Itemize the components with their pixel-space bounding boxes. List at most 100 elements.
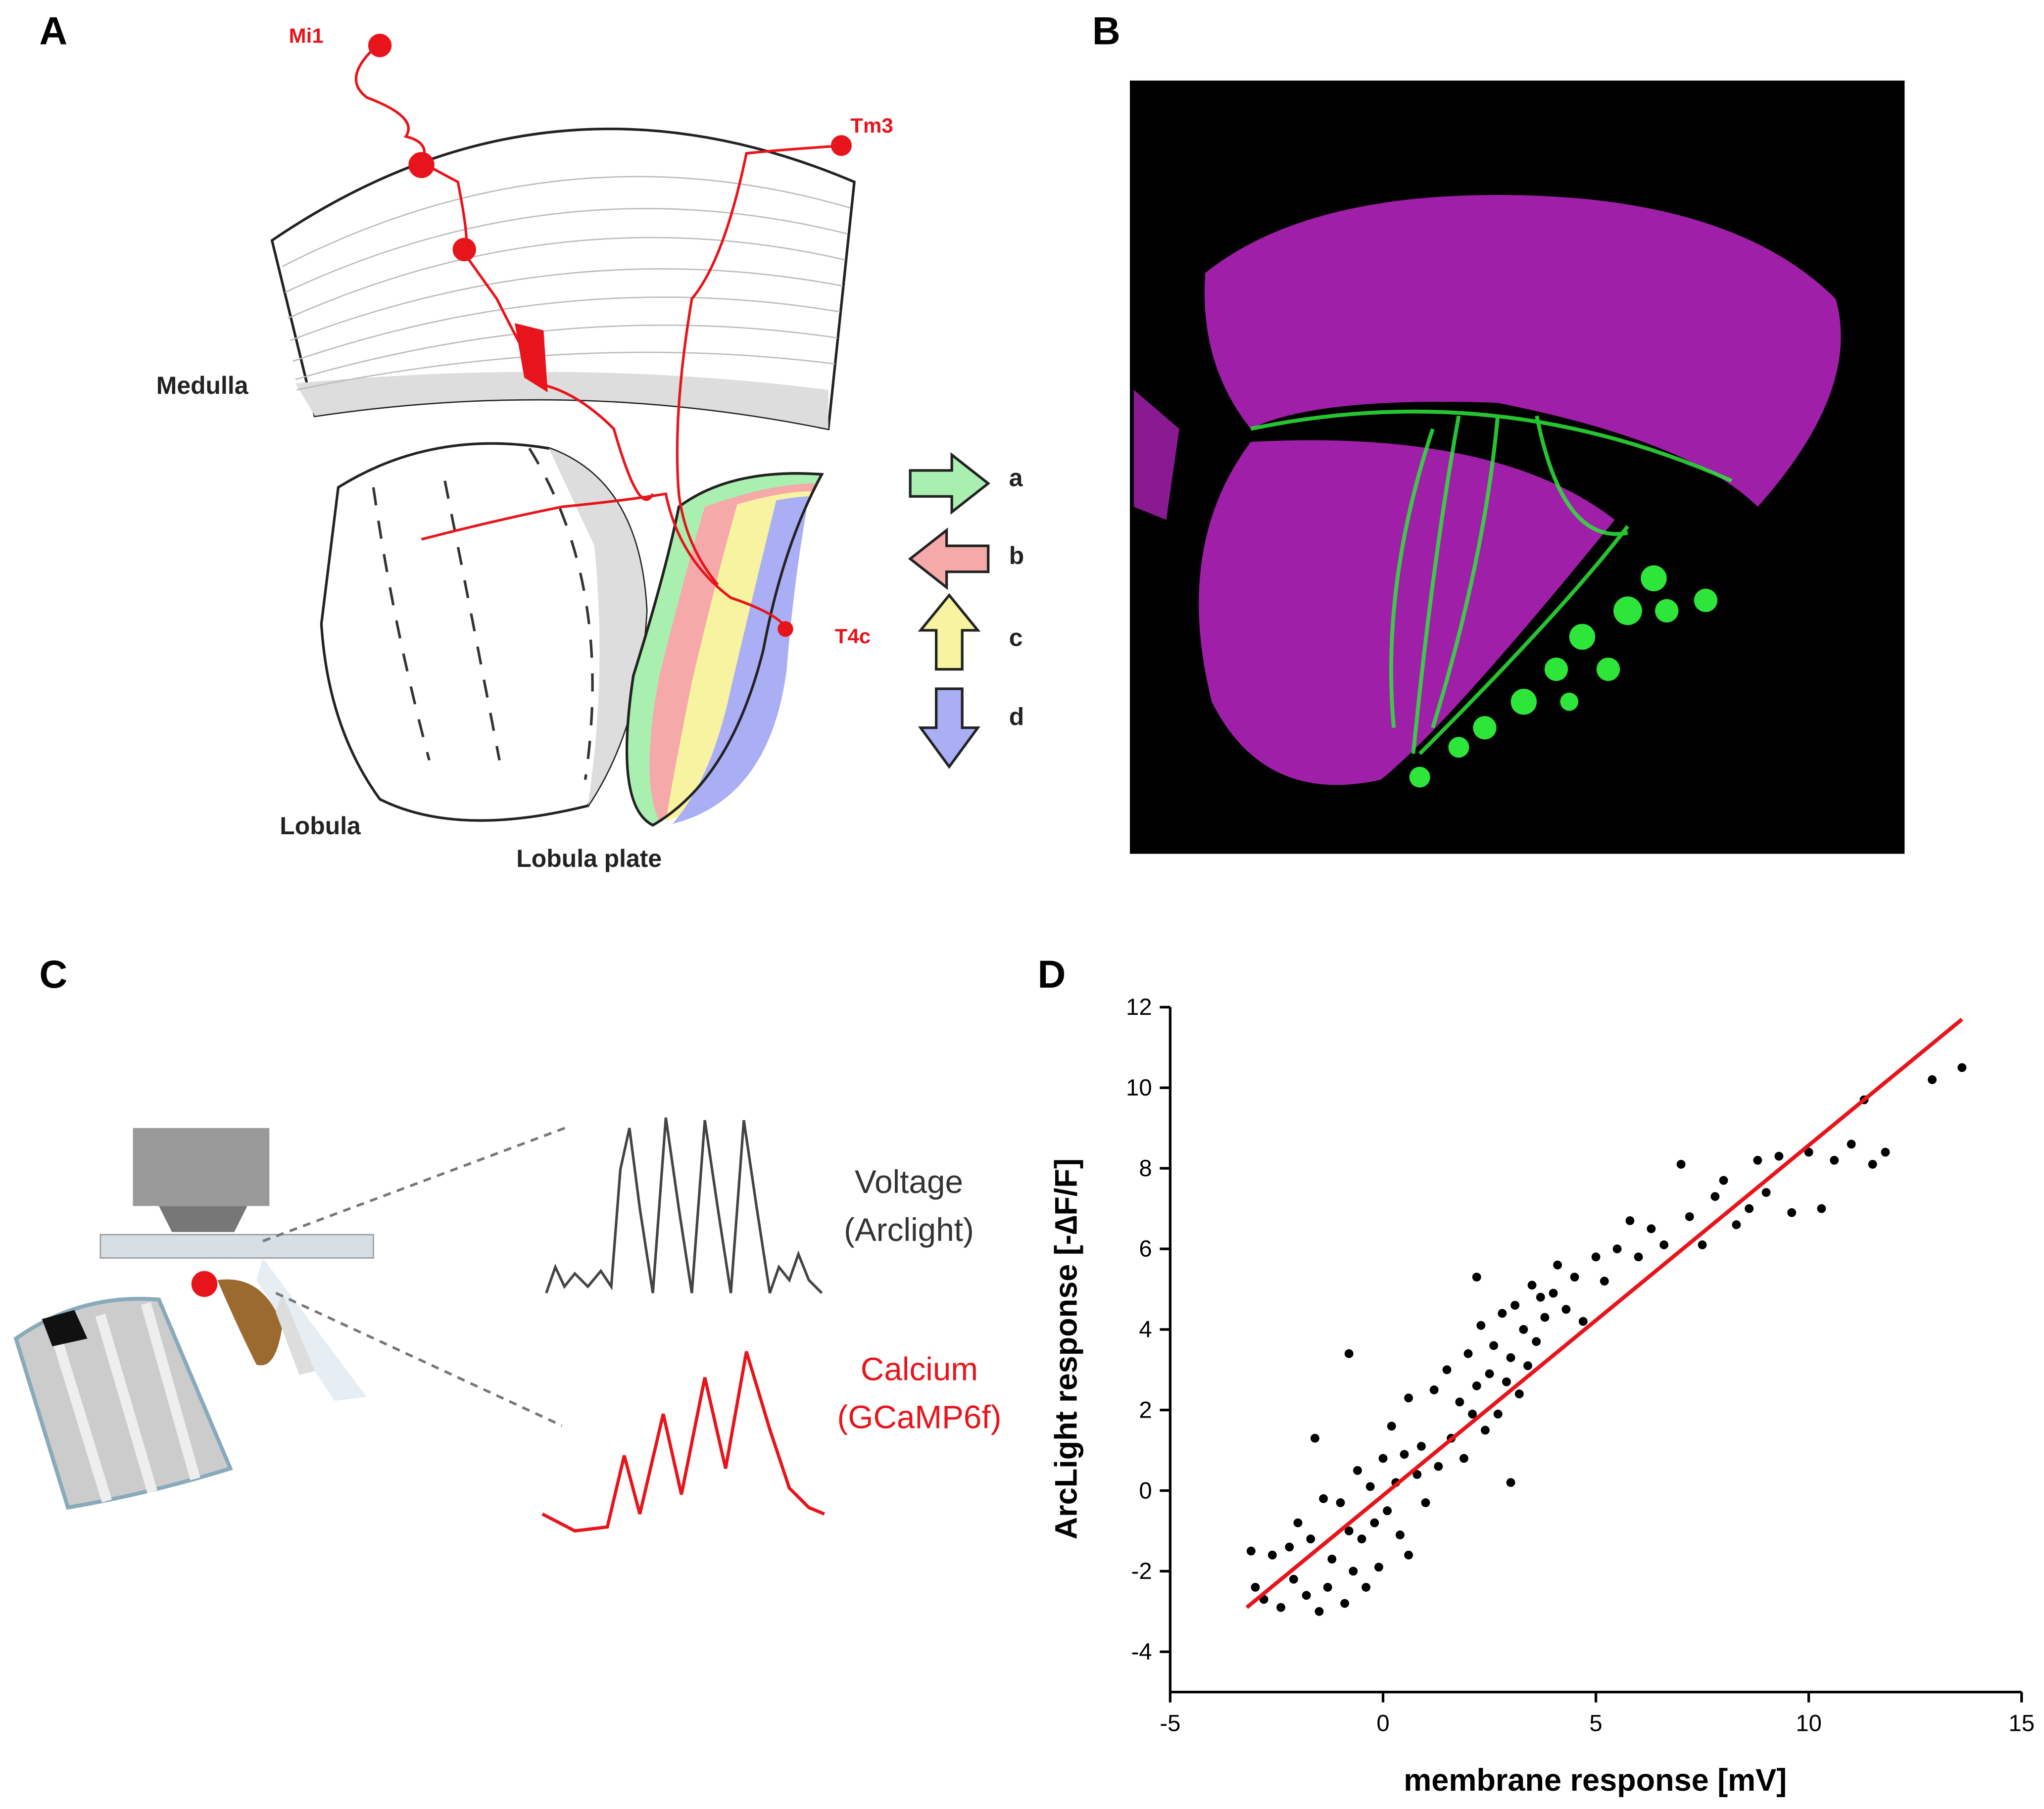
data-point <box>1549 1288 1558 1298</box>
data-point <box>1881 1147 1890 1157</box>
direction-label: a <box>1009 464 1023 491</box>
data-point <box>1353 1466 1362 1475</box>
medulla <box>270 127 856 430</box>
data-point <box>1804 1147 1813 1157</box>
data-point <box>1527 1281 1537 1290</box>
lobula-plate <box>625 472 824 827</box>
data-point <box>1698 1240 1707 1249</box>
data-point <box>1349 1567 1358 1576</box>
data-point <box>1468 1409 1477 1419</box>
y-tick-label: -2 <box>1131 1558 1152 1584</box>
voltage-label: Voltage (Arclight) <box>844 1164 974 1248</box>
neuron-label: Mi1 <box>289 24 324 48</box>
data-point <box>1276 1603 1285 1612</box>
data-point <box>1659 1240 1669 1249</box>
data-point <box>1506 1478 1515 1487</box>
data-point <box>1416 1442 1426 1451</box>
data-point <box>1365 1482 1375 1491</box>
data-point <box>1378 1454 1388 1463</box>
data-point <box>1374 1563 1383 1572</box>
data-point <box>1753 1155 1762 1165</box>
data-point <box>1625 1216 1635 1225</box>
data-point <box>1395 1530 1405 1540</box>
data-point <box>1481 1426 1490 1435</box>
data-point <box>1868 1160 1877 1169</box>
data-point <box>1570 1273 1579 1282</box>
data-point <box>1387 1422 1396 1431</box>
data-point <box>1578 1317 1588 1326</box>
x-tick-label: 5 <box>1589 1710 1602 1736</box>
data-point <box>1830 1155 1839 1165</box>
x-tick-label: 15 <box>2008 1710 2035 1736</box>
data-point <box>1817 1204 1826 1213</box>
direction-label: d <box>1009 703 1024 731</box>
calcium-trace <box>541 1351 826 1533</box>
data-point <box>1429 1385 1439 1394</box>
data-point <box>1719 1176 1728 1185</box>
y-tick-label: 8 <box>1139 1155 1152 1182</box>
calcium-label: Calcium (GCaMP6f) <box>837 1351 1002 1435</box>
data-point <box>1600 1277 1609 1286</box>
data-point <box>1455 1397 1464 1407</box>
data-point <box>1344 1349 1354 1358</box>
y-tick-label: 12 <box>1126 994 1152 1020</box>
data-point <box>1293 1518 1303 1527</box>
panel-label: B <box>1092 9 1120 52</box>
data-point <box>1485 1369 1494 1379</box>
data-point <box>1267 1550 1277 1560</box>
region-label: Lobula plate <box>516 845 662 872</box>
lobula <box>320 442 648 822</box>
data-point <box>1442 1365 1452 1375</box>
data-point <box>1319 1494 1328 1503</box>
neuron-label: Tm3 <box>850 114 893 137</box>
data-point <box>1847 1140 1856 1149</box>
data-point <box>1561 1305 1571 1314</box>
data-point <box>1459 1454 1468 1463</box>
data-point <box>1404 1550 1413 1560</box>
data-point <box>1493 1409 1503 1419</box>
panel-label: D <box>1038 952 1066 996</box>
data-point <box>1310 1433 1319 1443</box>
y-tick-label: 6 <box>1139 1236 1152 1262</box>
data-point <box>1710 1192 1720 1201</box>
x-axis-title: membrane response [mV] <box>1404 1763 1787 1798</box>
y-tick-label: 4 <box>1139 1317 1152 1343</box>
data-point <box>1362 1583 1371 1592</box>
data-point <box>1612 1244 1622 1253</box>
neuron-label: T4c <box>835 624 871 648</box>
data-point <box>1357 1534 1366 1544</box>
data-point <box>1400 1450 1409 1459</box>
x-tick-label: -5 <box>1160 1710 1180 1736</box>
region-label: Lobula <box>280 812 361 840</box>
data-point <box>1370 1518 1379 1527</box>
y-axis-title: ArcLight response [-∆F/F] <box>1049 1158 1083 1539</box>
panel-label: C <box>39 952 67 996</box>
data-point <box>1553 1260 1562 1270</box>
direction-label: b <box>1009 542 1024 570</box>
setup-illustration <box>13 1125 569 1510</box>
data-point <box>1634 1252 1643 1262</box>
data-point <box>1285 1542 1294 1552</box>
data-point <box>1463 1349 1473 1358</box>
data-point <box>1421 1498 1430 1507</box>
label-line: Calcium <box>861 1351 978 1387</box>
data-point <box>1434 1462 1443 1471</box>
region-label: Medulla <box>156 372 249 399</box>
data-point <box>1774 1151 1784 1161</box>
label-line: Voltage <box>855 1164 963 1200</box>
data-point <box>1523 1361 1532 1371</box>
data-point <box>1327 1555 1337 1564</box>
data-point <box>1591 1252 1601 1262</box>
data-point <box>1647 1224 1656 1234</box>
data-point <box>1472 1381 1481 1390</box>
direction-label: c <box>1009 623 1023 651</box>
data-point <box>1957 1063 1967 1072</box>
data-point <box>1251 1583 1260 1592</box>
data-point <box>1732 1220 1741 1230</box>
data-point <box>1412 1470 1422 1479</box>
data-point <box>1383 1506 1392 1516</box>
data-point <box>1532 1337 1541 1346</box>
data-point <box>1323 1583 1332 1592</box>
data-point <box>1676 1160 1686 1169</box>
data-point <box>1246 1546 1256 1556</box>
